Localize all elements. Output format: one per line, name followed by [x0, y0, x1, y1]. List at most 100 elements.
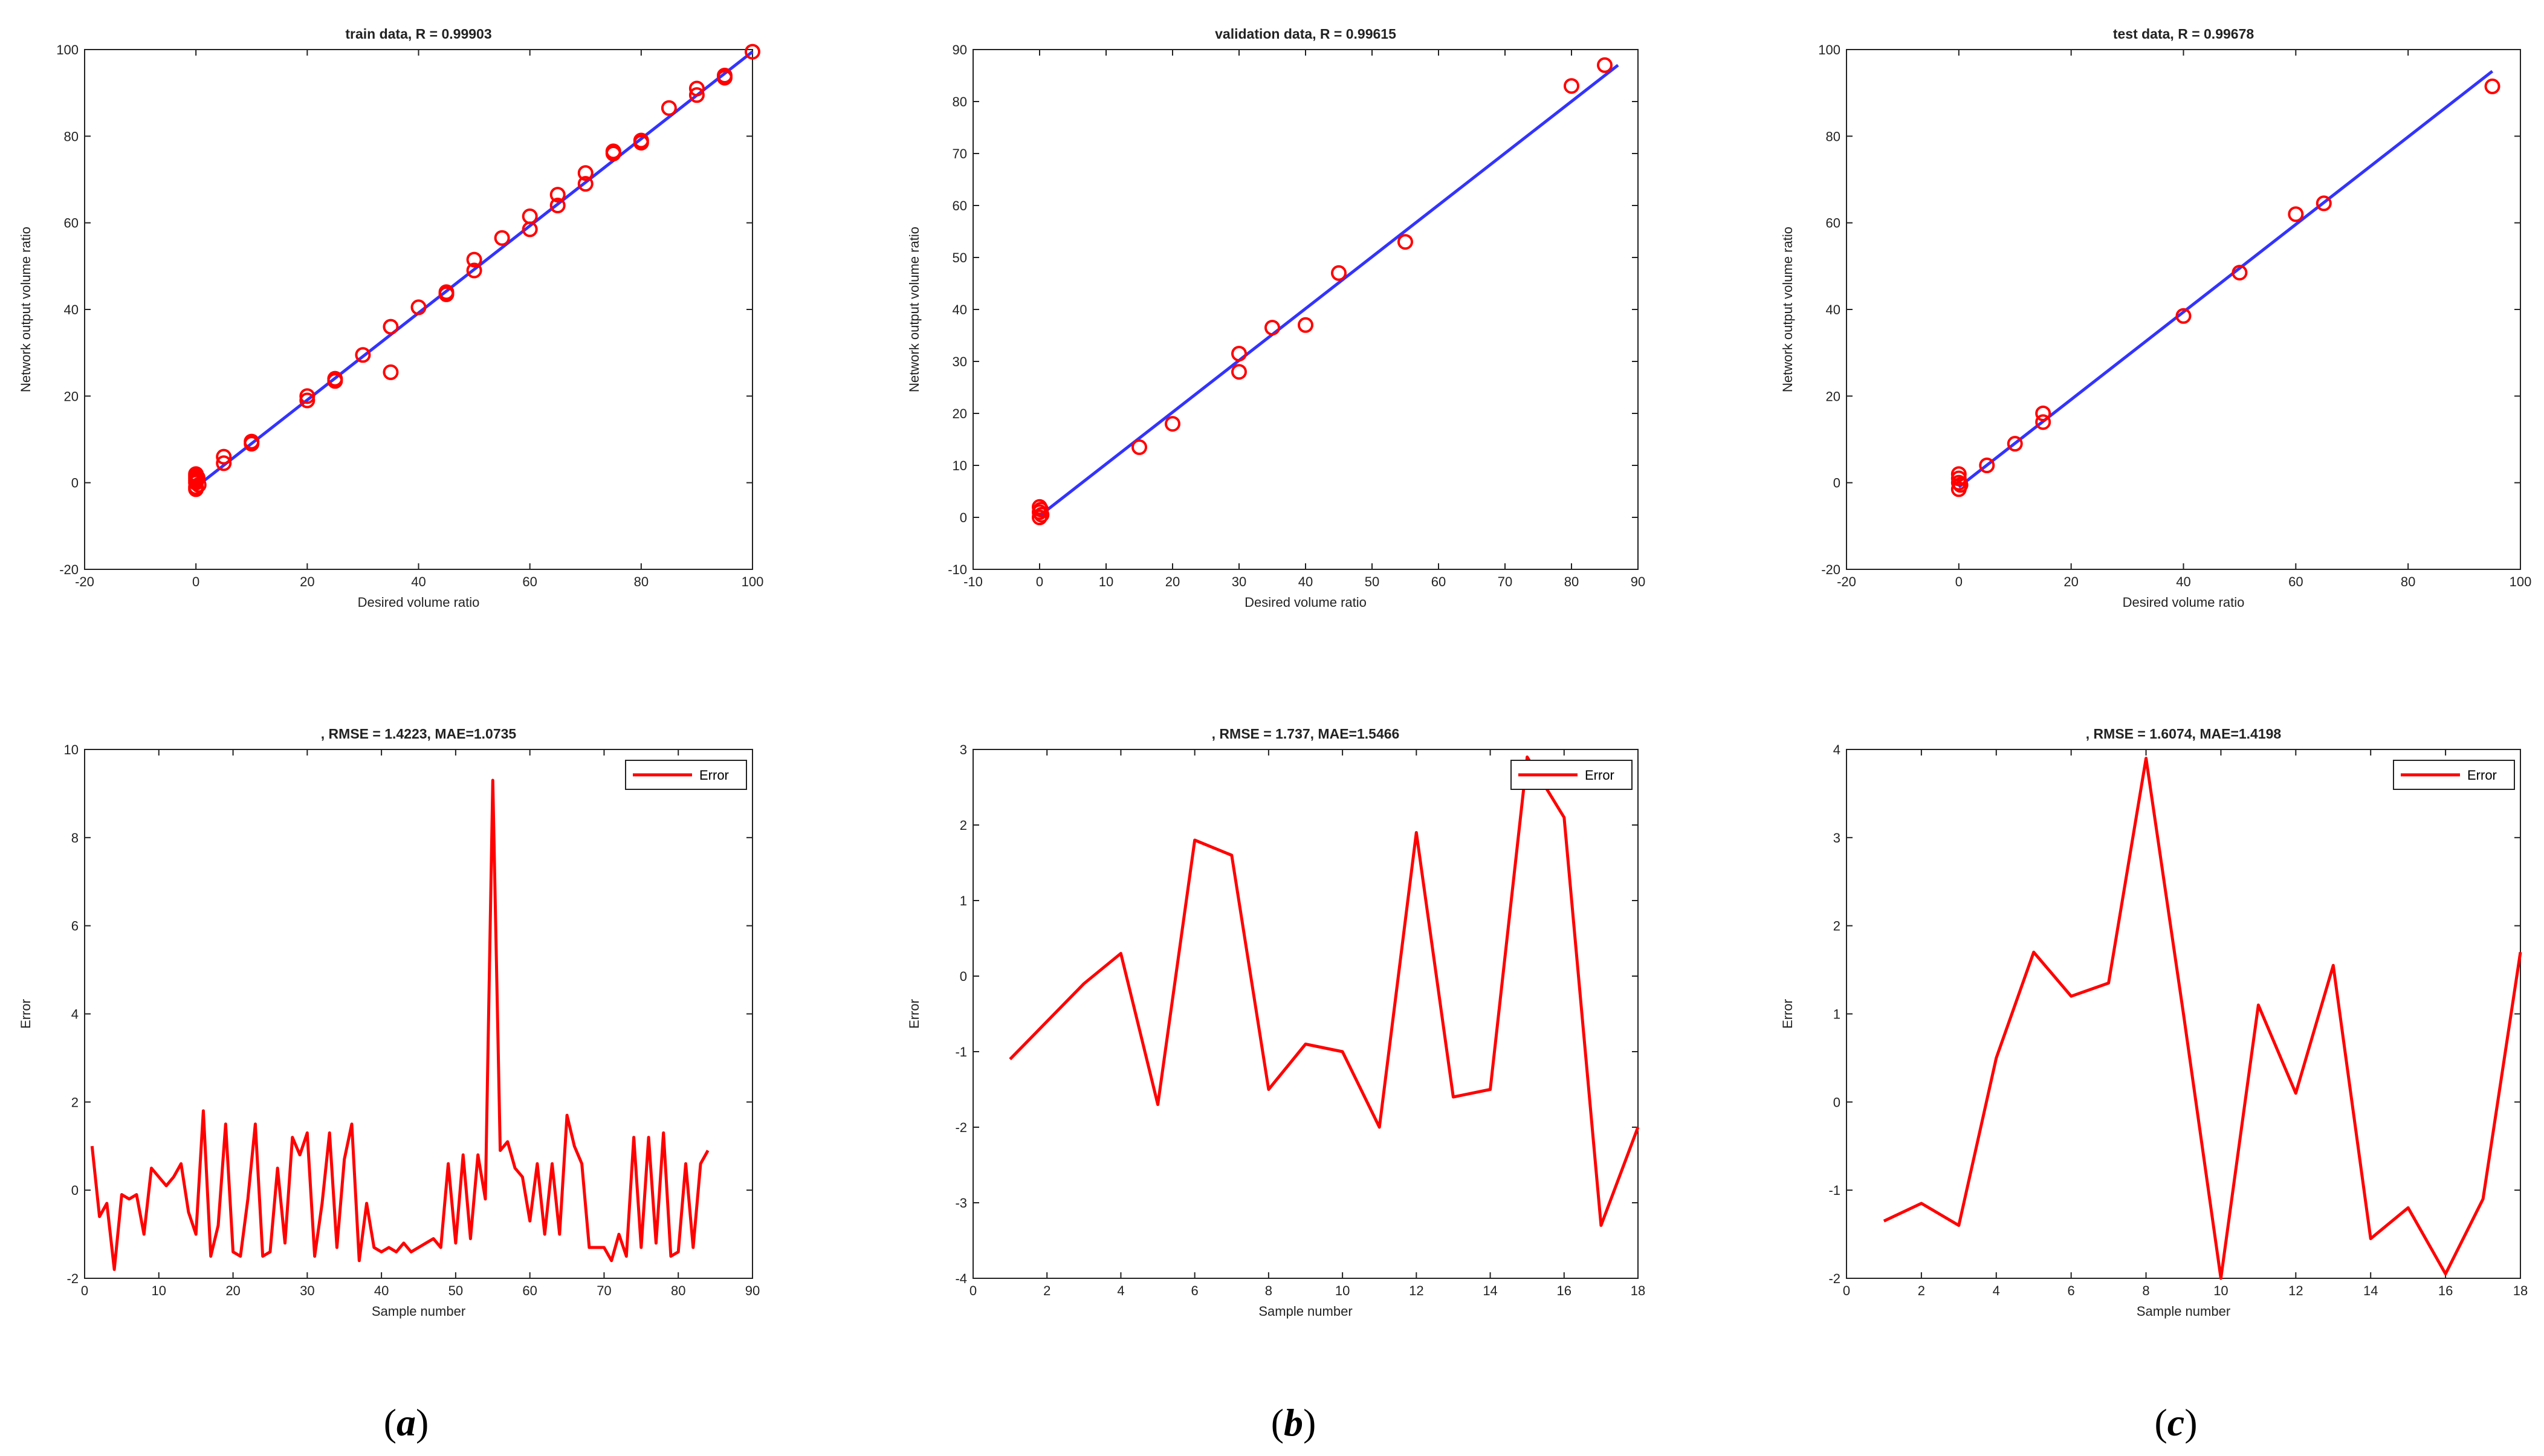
y-tick-label: 0: [71, 1183, 79, 1198]
data-point: [2035, 414, 2051, 430]
x-axis-label: Desired volume ratio: [358, 595, 480, 610]
data-point: [661, 100, 677, 116]
x-tick-label: 40: [2176, 574, 2190, 589]
x-tick-label: 80: [2401, 574, 2415, 589]
data-point: [299, 388, 316, 404]
data-point: [1033, 502, 1049, 518]
fit-line: [1038, 63, 1619, 517]
x-tick-label: 50: [1365, 574, 1379, 589]
x-tick-label: 8: [1265, 1283, 1272, 1298]
y-axis-label: Network output volume ratio: [1780, 227, 1795, 392]
data-point: [189, 470, 206, 486]
data-point: [2484, 78, 2500, 94]
data-point: [1950, 474, 1967, 491]
x-tick-label: 16: [2438, 1283, 2453, 1298]
x-tick-label: -10: [963, 574, 983, 589]
y-tick-label: -2: [1828, 1271, 1840, 1286]
y-tick-label: 80: [953, 94, 967, 109]
data-point: [605, 143, 621, 160]
legend-label: Error: [1585, 768, 1614, 783]
data-point: [633, 132, 649, 149]
x-tick-label: 18: [2513, 1283, 2528, 1298]
data-point: [383, 364, 399, 380]
x-tick-label: 50: [448, 1283, 463, 1298]
x-tick-label: 6: [2068, 1283, 2075, 1298]
y-tick-label: 0: [71, 476, 79, 491]
y-tick-label: 100: [56, 42, 79, 57]
x-tick-label: 0: [1843, 1283, 1850, 1298]
x-tick-label: 20: [2063, 574, 2078, 589]
x-axis-label: Desired volume ratio: [1244, 595, 1367, 610]
chart-b-top: -10 0 10 20 30 40 50 60 70 80 90 -10 0 10 20 30 40 50 60 70…: [907, 26, 1645, 610]
y-tick-label: 40: [953, 302, 967, 317]
data-point: [1264, 320, 1280, 336]
y-tick-label: -3: [955, 1196, 967, 1211]
chart-title: validation data, R = 0.99615: [1215, 26, 1396, 42]
y-tick-label: 10: [953, 458, 967, 473]
data-point: [2007, 436, 2023, 452]
x-tick-label: 30: [1232, 574, 1246, 589]
data-point: [745, 44, 760, 60]
data-point: [1952, 477, 1969, 493]
y-axis-label: Network output volume ratio: [18, 227, 33, 392]
x-tick-label: 10: [1335, 1283, 1350, 1298]
data-point: [1950, 466, 1967, 482]
y-tick-label: 2: [71, 1095, 79, 1110]
caption-c: (c): [2154, 1401, 2197, 1444]
data-point: [494, 230, 510, 246]
y-tick-label: -10: [948, 562, 967, 577]
data-point: [549, 187, 566, 203]
x-tick-label: 100: [742, 574, 764, 589]
y-tick-label: 100: [1818, 42, 1840, 57]
data-point: [2316, 195, 2332, 212]
x-tick-label: 100: [2510, 574, 2532, 589]
y-tick-label: 40: [64, 302, 79, 317]
chart-title: , RMSE = 1.4223, MAE=1.0735: [321, 726, 517, 742]
x-tick-label: 0: [1036, 574, 1043, 589]
x-tick-label: 70: [597, 1283, 611, 1298]
data-point: [1331, 265, 1347, 281]
data-point: [549, 198, 566, 213]
data-point: [2232, 265, 2248, 281]
chart-title: train data, R = 0.99903: [345, 26, 491, 42]
data-point: [1131, 439, 1147, 455]
x-tick-label: 60: [1431, 574, 1446, 589]
y-tick-label: -4: [955, 1271, 967, 1286]
x-axis-label: Desired volume ratio: [2123, 595, 2245, 610]
y-tick-label: 0: [960, 969, 967, 984]
fit-line: [1958, 70, 2494, 488]
y-tick-label: -20: [1821, 562, 1840, 577]
x-tick-label: 14: [2363, 1283, 2378, 1298]
x-tick-label: 4: [1993, 1283, 2000, 1298]
data-point: [1034, 506, 1050, 523]
x-tick-label: 20: [225, 1283, 240, 1298]
y-tick-label: -1: [955, 1044, 967, 1060]
y-tick-label: 80: [64, 129, 79, 144]
x-axis-label: Sample number: [1258, 1304, 1352, 1319]
caption-b: (b): [1271, 1401, 1316, 1444]
y-axis-label: Network output volume ratio: [907, 227, 922, 392]
y-tick-label: 2: [1833, 919, 1840, 934]
y-tick-label: 1: [1833, 1007, 1840, 1022]
data-point: [577, 165, 594, 181]
y-axis-label: Error: [1780, 999, 1795, 1029]
data-point: [688, 80, 705, 97]
x-tick-label: 10: [2213, 1283, 2228, 1298]
x-tick-label: 0: [1955, 574, 1963, 589]
y-tick-label: -2: [66, 1271, 79, 1286]
y-tick-label: 6: [71, 919, 79, 934]
x-tick-label: 2: [1043, 1283, 1050, 1298]
data-point: [1950, 470, 1967, 487]
legend: Error: [2393, 760, 2515, 790]
data-point: [688, 87, 705, 103]
x-tick-label: 12: [2288, 1283, 2303, 1298]
x-tick-label: 40: [1298, 574, 1313, 589]
fit-line: [192, 50, 754, 491]
x-tick-label: 12: [1409, 1283, 1423, 1298]
y-tick-label: 20: [64, 389, 79, 404]
x-tick-label: 0: [969, 1283, 977, 1298]
y-tick-label: 40: [1826, 302, 1840, 317]
data-point: [438, 284, 455, 300]
